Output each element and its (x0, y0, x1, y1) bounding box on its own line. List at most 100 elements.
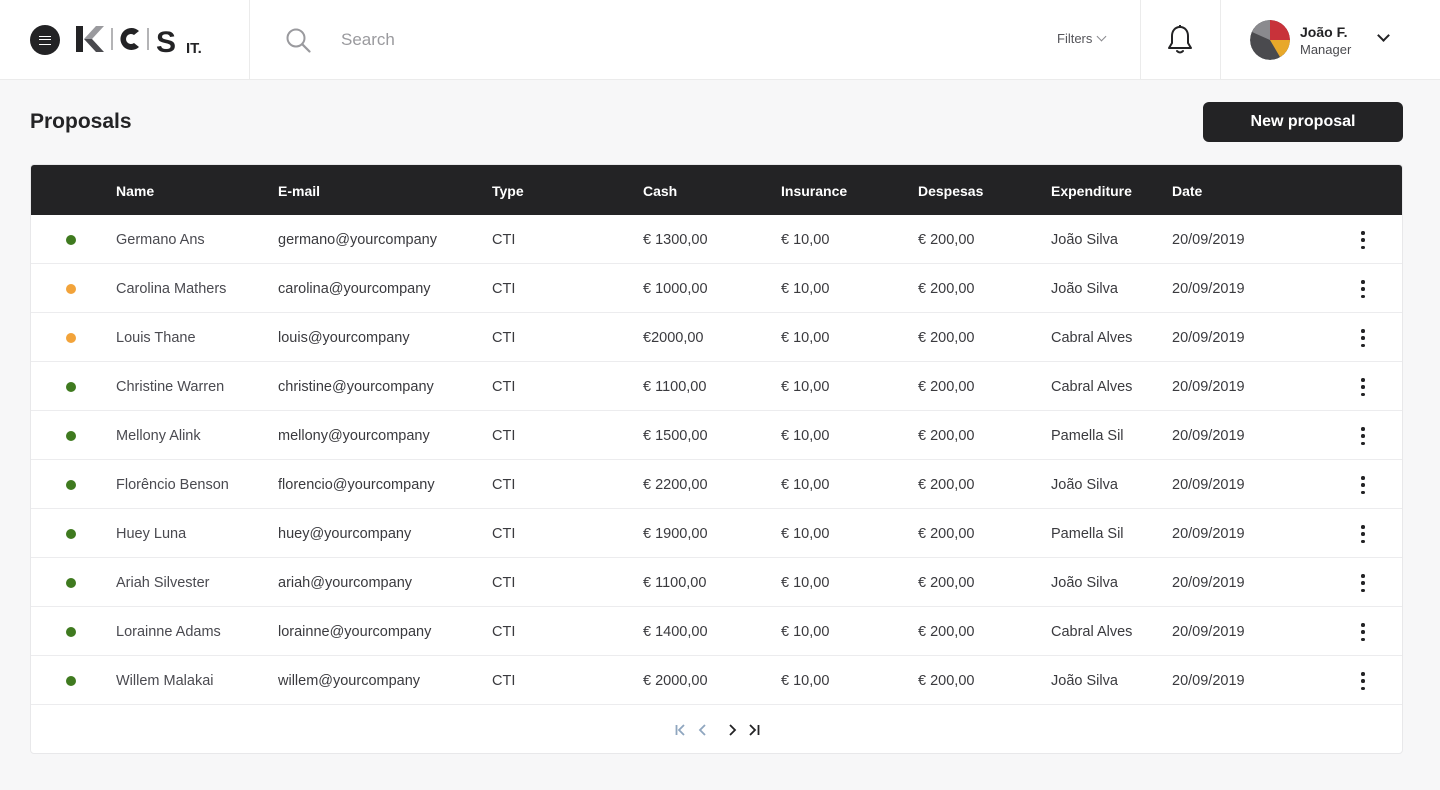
column-header-email[interactable]: E-mail (278, 183, 321, 199)
cell-insurance: € 10,00 (781, 428, 830, 444)
cell-email: huey@yourcompany (278, 526, 412, 542)
last-page-icon[interactable] (747, 723, 761, 737)
table-row[interactable]: Christine Warren christine@yourcompany CTI… (31, 362, 1402, 411)
user-role: Manager (1300, 42, 1352, 57)
table-row[interactable]: Carolina Mathers carolina@yourcompany CTI €… (31, 264, 1402, 313)
cell-type: CTI (492, 526, 516, 542)
new-proposal-button[interactable]: New proposal (1203, 102, 1403, 142)
column-header-cash[interactable]: Cash (643, 183, 678, 199)
more-vertical-icon[interactable] (1356, 672, 1370, 690)
column-header-despesas[interactable]: Despesas (918, 183, 984, 199)
cell-type: CTI (492, 673, 516, 689)
chevron-down-icon[interactable] (1377, 29, 1390, 42)
cell-cash: € 1400,00 (643, 624, 708, 640)
column-header-type[interactable]: Type (492, 183, 524, 199)
menu-button[interactable] (30, 25, 60, 55)
logo[interactable]: S IT. (76, 22, 208, 56)
cell-insurance: € 10,00 (781, 575, 830, 591)
cell-email: louis@yourcompany (278, 330, 410, 346)
cell-despesas: € 200,00 (918, 379, 975, 395)
table-row[interactable]: Florêncio Benson florencio@yourcompany CTI… (31, 460, 1402, 509)
more-vertical-icon[interactable] (1356, 574, 1370, 592)
column-header-expenditure[interactable]: Expenditure (1051, 183, 1132, 199)
more-vertical-icon[interactable] (1356, 623, 1370, 641)
cell-cash: € 1000,00 (643, 281, 708, 297)
more-vertical-icon[interactable] (1356, 525, 1370, 543)
column-header-date[interactable]: Date (1172, 183, 1203, 199)
prev-page-icon[interactable] (696, 723, 710, 737)
cell-date: 20/09/2019 (1172, 526, 1245, 542)
cell-despesas: € 200,00 (918, 575, 975, 591)
first-page-icon[interactable] (674, 723, 688, 737)
menu-icon (39, 35, 51, 45)
cell-despesas: € 200,00 (918, 477, 975, 493)
user-name: João F. (1300, 24, 1348, 40)
chevron-down-icon (1096, 31, 1107, 42)
cell-despesas: € 200,00 (918, 624, 975, 640)
more-vertical-icon[interactable] (1356, 280, 1370, 298)
more-vertical-icon[interactable] (1356, 427, 1370, 445)
status-dot (66, 431, 76, 441)
avatar[interactable] (1250, 20, 1290, 60)
table-row[interactable]: Germano Ans germano@yourcompany CTI € 1300,… (31, 215, 1402, 264)
page-title: Proposals (30, 110, 132, 133)
cell-date: 20/09/2019 (1172, 673, 1245, 689)
status-dot (66, 529, 76, 539)
cell-name: Louis Thane (116, 330, 196, 346)
table-header: Name E-mail Type Cash Insurance Despesas… (31, 165, 1402, 215)
cell-date: 20/09/2019 (1172, 428, 1245, 444)
table-row[interactable]: Mellony Alink mellony@yourcompany CTI € 150… (31, 411, 1402, 460)
cell-type: CTI (492, 575, 516, 591)
filters-dropdown[interactable]: Filters (1057, 31, 1107, 46)
table-row[interactable]: Huey Luna huey@yourcompany CTI € 1900,00 € 1… (31, 509, 1402, 558)
cell-cash: € 2200,00 (643, 477, 708, 493)
cell-name: Willem Malakai (116, 673, 214, 689)
cell-email: ariah@yourcompany (278, 575, 413, 591)
table-row[interactable]: Willem Malakai willem@yourcompany CTI € 200… (31, 656, 1402, 705)
cell-cash: € 1300,00 (643, 232, 708, 248)
bell-icon[interactable] (1166, 24, 1194, 56)
cell-name: Lorainne Adams (116, 624, 221, 640)
svg-text:S: S (156, 26, 176, 56)
cell-expenditure: João Silva (1051, 673, 1118, 689)
svg-text:IT.: IT. (186, 40, 202, 56)
table-row[interactable]: Lorainne Adams lorainne@yourcompany CTI € 1… (31, 607, 1402, 656)
cell-cash: € 1500,00 (643, 428, 708, 444)
cell-insurance: € 10,00 (781, 477, 830, 493)
cell-name: Mellony Alink (116, 428, 201, 444)
top-bar: S IT. Filters João F. Manager (0, 0, 1440, 80)
more-vertical-icon[interactable] (1356, 476, 1370, 494)
cell-despesas: € 200,00 (918, 428, 975, 444)
more-vertical-icon[interactable] (1356, 378, 1370, 396)
cell-expenditure: Pamella Sil (1051, 526, 1124, 542)
cell-expenditure: Pamella Sil (1051, 428, 1124, 444)
next-page-icon[interactable] (725, 723, 739, 737)
cell-cash: €2000,00 (643, 330, 704, 346)
cell-insurance: € 10,00 (781, 673, 830, 689)
cell-date: 20/09/2019 (1172, 575, 1245, 591)
search-input[interactable] (341, 26, 941, 54)
cell-email: willem@yourcompany (278, 673, 421, 689)
cell-expenditure: Cabral Alves (1051, 624, 1133, 640)
table-row[interactable]: Ariah Silvester ariah@yourcompany CTI € 110… (31, 558, 1402, 607)
more-vertical-icon[interactable] (1356, 231, 1370, 249)
status-dot (66, 235, 76, 245)
cell-date: 20/09/2019 (1172, 232, 1245, 248)
column-header-name[interactable]: Name (116, 183, 155, 199)
cell-expenditure: João Silva (1051, 232, 1118, 248)
cell-date: 20/09/2019 (1172, 330, 1245, 346)
cell-insurance: € 10,00 (781, 379, 830, 395)
status-dot (66, 676, 76, 686)
more-vertical-icon[interactable] (1356, 329, 1370, 347)
status-dot (66, 627, 76, 637)
status-dot (66, 382, 76, 392)
cell-insurance: € 10,00 (781, 281, 830, 297)
cell-expenditure: Cabral Alves (1051, 379, 1133, 395)
proposals-table: Name E-mail Type Cash Insurance Despesas… (30, 164, 1403, 754)
table-row[interactable]: Louis Thane louis@yourcompany CTI €2000,00 €… (31, 313, 1402, 362)
column-header-insurance[interactable]: Insurance (781, 183, 848, 199)
cell-name: Carolina Mathers (116, 281, 227, 297)
search-icon[interactable] (285, 27, 311, 53)
status-dot (66, 333, 76, 343)
cell-despesas: € 200,00 (918, 526, 975, 542)
